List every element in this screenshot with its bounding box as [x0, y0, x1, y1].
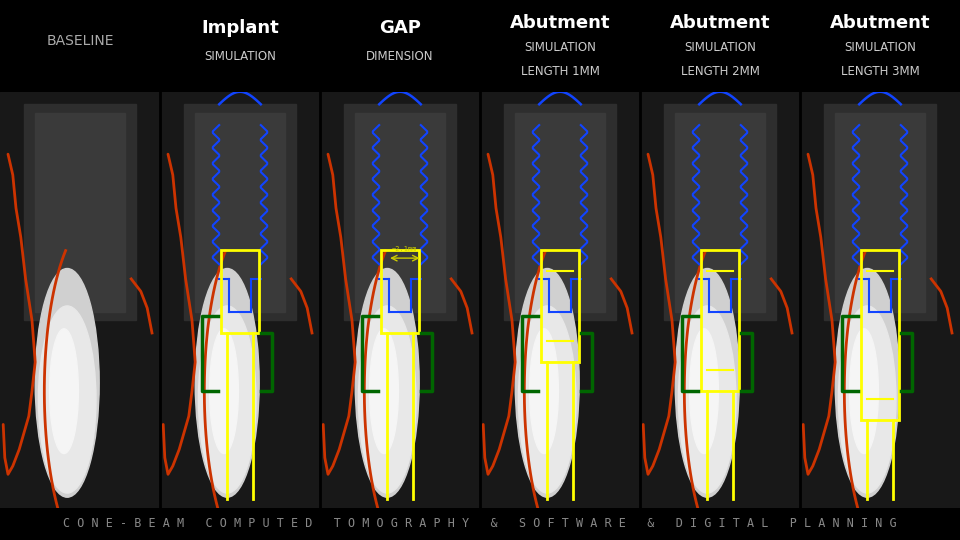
Text: SIMULATION: SIMULATION	[844, 41, 916, 54]
Bar	[701, 250, 739, 391]
FancyBboxPatch shape	[355, 112, 444, 312]
Ellipse shape	[195, 268, 259, 497]
FancyBboxPatch shape	[504, 104, 616, 320]
FancyBboxPatch shape	[835, 112, 924, 312]
Ellipse shape	[675, 268, 739, 497]
Ellipse shape	[850, 329, 878, 454]
FancyBboxPatch shape	[824, 104, 936, 320]
Ellipse shape	[835, 268, 900, 497]
FancyBboxPatch shape	[516, 112, 605, 312]
Text: Abutment: Abutment	[670, 14, 770, 32]
Ellipse shape	[516, 268, 579, 497]
Text: SIMULATION: SIMULATION	[524, 41, 596, 54]
FancyBboxPatch shape	[344, 104, 456, 320]
Text: GAP: GAP	[379, 18, 420, 37]
Text: BASELINE: BASELINE	[46, 35, 113, 48]
Text: Abutment: Abutment	[829, 14, 930, 32]
Bar	[381, 250, 420, 333]
Ellipse shape	[530, 329, 559, 454]
Ellipse shape	[355, 268, 420, 497]
Text: DIMENSION: DIMENSION	[367, 50, 434, 63]
FancyBboxPatch shape	[36, 112, 125, 312]
Ellipse shape	[199, 306, 256, 493]
FancyBboxPatch shape	[675, 112, 765, 312]
FancyBboxPatch shape	[24, 104, 136, 320]
Ellipse shape	[518, 306, 576, 493]
FancyBboxPatch shape	[664, 104, 776, 320]
Bar	[221, 250, 259, 333]
Bar	[861, 250, 900, 420]
Ellipse shape	[209, 329, 238, 454]
Ellipse shape	[679, 306, 736, 493]
Ellipse shape	[358, 306, 416, 493]
Text: ~2.1mm: ~2.1mm	[392, 246, 418, 252]
FancyBboxPatch shape	[195, 112, 285, 312]
Ellipse shape	[838, 306, 896, 493]
Ellipse shape	[50, 329, 79, 454]
Ellipse shape	[36, 268, 99, 497]
Bar	[540, 250, 579, 362]
Text: LENGTH 1MM: LENGTH 1MM	[520, 65, 599, 78]
Text: SIMULATION: SIMULATION	[204, 50, 276, 63]
Text: Abutment: Abutment	[510, 14, 611, 32]
Text: LENGTH 3MM: LENGTH 3MM	[841, 65, 920, 78]
Text: LENGTH 2MM: LENGTH 2MM	[681, 65, 759, 78]
Ellipse shape	[689, 329, 718, 454]
Text: C O N E - B E A M   C O M P U T E D   T O M O G R A P H Y   &   S O F T W A R E : C O N E - B E A M C O M P U T E D T O M …	[63, 517, 897, 530]
Text: SIMULATION: SIMULATION	[684, 41, 756, 54]
Text: Implant: Implant	[202, 18, 278, 37]
FancyBboxPatch shape	[184, 104, 296, 320]
Ellipse shape	[38, 306, 96, 493]
Ellipse shape	[370, 329, 398, 454]
